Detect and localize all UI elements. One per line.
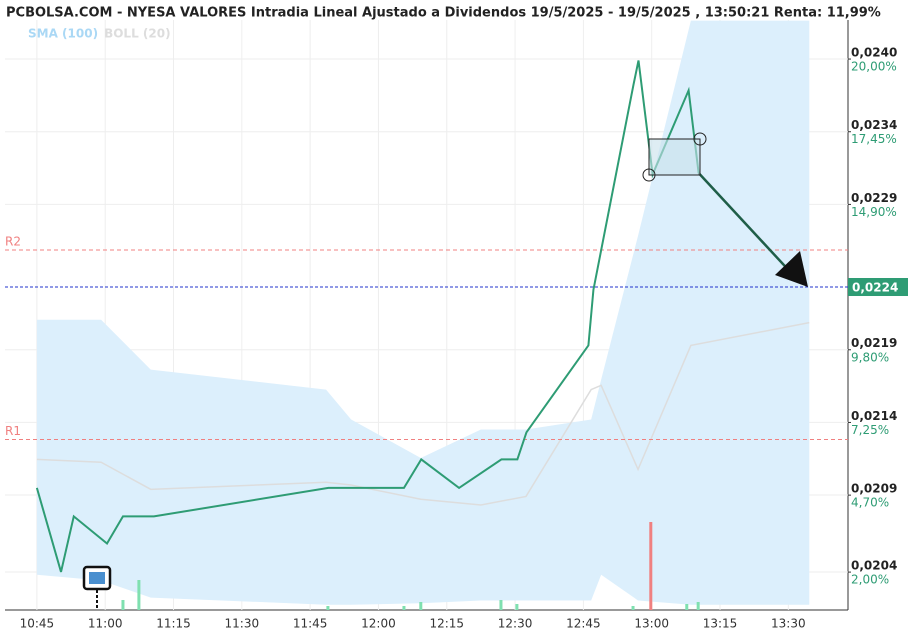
y2-tick-label: 14,90% — [851, 205, 897, 219]
y-tick-label: 0,0240 — [851, 46, 897, 60]
legend-entry: BOLL (20) — [104, 27, 171, 41]
x-tick-label: 12:00 — [361, 617, 396, 631]
marker-icon-inner — [89, 572, 105, 584]
annotation-handle — [693, 132, 707, 146]
x-tick-label: 12:30 — [498, 617, 533, 631]
volume-bar — [402, 606, 406, 610]
volume-bar — [515, 604, 519, 610]
x-tick-label: 12:15 — [429, 617, 464, 631]
x-tick-label: 11:00 — [88, 617, 123, 631]
y2-tick-label: 20,00% — [851, 60, 897, 74]
y-tick-label: 0,0229 — [851, 191, 897, 205]
y2-tick-label: 9,80% — [851, 350, 889, 364]
x-tick-label: 11:15 — [156, 617, 191, 631]
volume-bar — [631, 606, 635, 610]
x-tick-label: 12:45 — [566, 617, 601, 631]
x-tick-label: 13:00 — [634, 617, 669, 631]
volume-bar — [419, 602, 423, 610]
current-label-box — [848, 278, 908, 297]
resistance-label: R2 — [5, 234, 21, 248]
sma-line — [36, 321, 810, 506]
y-tick-label: 0,0234 — [851, 118, 897, 132]
plot: 10:45 11:00 11:15 11:30 11:45 12:00 12:15 12:30… — [5, 20, 908, 631]
x-tick-label: 11:45 — [293, 617, 328, 631]
current-label: 0,0224 — [852, 281, 898, 295]
legend-entry: SMA (100) — [28, 27, 98, 41]
y-tick-label: 0,0214 — [851, 409, 897, 423]
arrow-head — [775, 251, 808, 288]
x-tick-label: 13:15 — [703, 617, 738, 631]
y2-tick-label: 7,25% — [851, 423, 889, 437]
y2-tick-label: 4,70% — [851, 496, 889, 510]
annotation-handle — [642, 168, 656, 182]
volume-bar — [137, 580, 141, 610]
chart-title: PCBOLSA.COM - NYESA VALORES Intradia Lin… — [6, 6, 881, 21]
annotation-box — [648, 138, 701, 176]
x-tick-label: 10:45 — [20, 617, 55, 631]
y2-tick-label: 2,00% — [851, 573, 889, 587]
volume-bar — [326, 606, 330, 610]
price-line — [35, 60, 700, 573]
y-tick-label: 0,0204 — [851, 558, 897, 572]
y-tick-label: 0,0219 — [851, 336, 897, 350]
volume-bar — [696, 602, 700, 610]
bollinger-band — [36, 20, 810, 605]
x-tick-label: 11:30 — [225, 617, 260, 631]
x-tick-label: 13:30 — [771, 617, 806, 631]
volume-bar — [649, 522, 653, 610]
volume-bar — [499, 600, 503, 610]
resistance-label: R1 — [5, 424, 21, 438]
volume-bar — [685, 604, 689, 610]
y-tick-label: 0,0209 — [851, 482, 897, 496]
volume-bar — [121, 600, 125, 610]
trend-arrow — [697, 172, 796, 278]
y2-tick-label: 17,45% — [851, 132, 897, 146]
